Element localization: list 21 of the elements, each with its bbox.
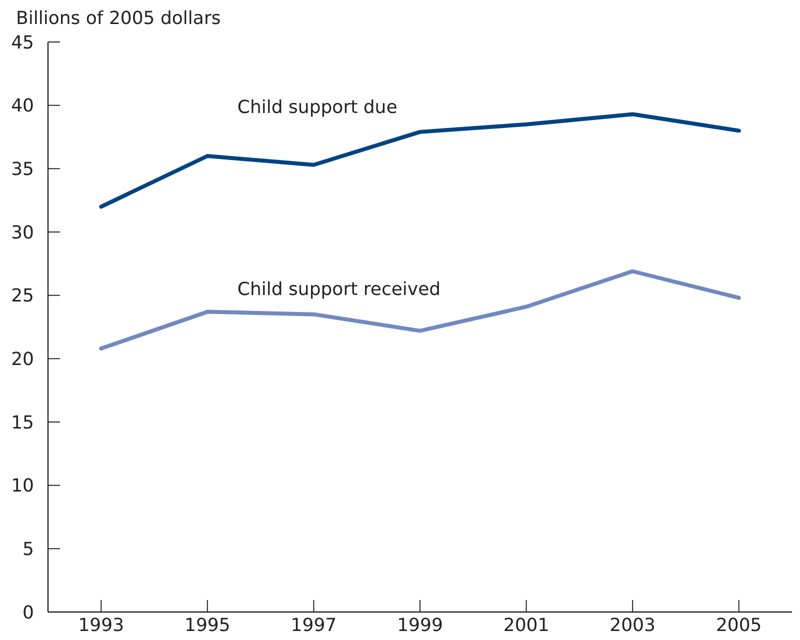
series-label: Child support due xyxy=(237,97,398,118)
y-tick-label: 0 xyxy=(22,602,34,624)
y-tick-label: 15 xyxy=(11,412,34,434)
y-tick-label: 40 xyxy=(11,96,34,117)
y-tick-label: 25 xyxy=(11,286,34,307)
series-label: Child support received xyxy=(237,278,441,300)
x-tick-label: 1997 xyxy=(290,615,337,636)
y-tick-label: 30 xyxy=(11,222,34,244)
y-tick-label: 20 xyxy=(11,348,34,370)
y-axis-title: Billions of 2005 dollars xyxy=(16,8,221,29)
x-tick-label: 2001 xyxy=(503,615,550,636)
y-tick-label: 45 xyxy=(11,32,34,54)
x-tick-label: 2005 xyxy=(716,615,762,636)
y-tick-label: 35 xyxy=(11,158,34,180)
x-tick-label: 1995 xyxy=(184,615,230,636)
y-tick-label: 5 xyxy=(22,538,34,560)
x-tick-label: 2003 xyxy=(610,615,656,636)
y-tick-label: 10 xyxy=(11,476,34,497)
x-tick-label: 1993 xyxy=(78,615,124,636)
x-tick-label: 1999 xyxy=(397,615,443,636)
line-series xyxy=(99,269,741,351)
